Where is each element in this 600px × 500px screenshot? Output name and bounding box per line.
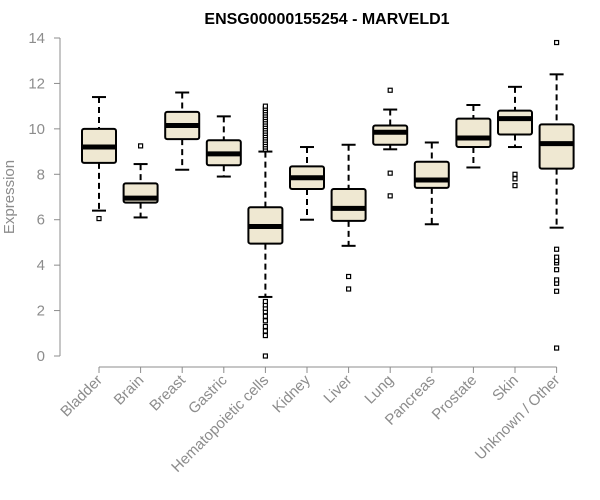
y-tick-label: 4 [37, 257, 45, 274]
outlier-point [262, 332, 268, 339]
box-prostate [455, 104, 492, 169]
outlier-point [262, 298, 268, 305]
y-tick-label: 0 [37, 348, 45, 365]
outlier-point [553, 246, 560, 252]
outlier-point [553, 277, 560, 283]
box-hematopoietic-cells [247, 103, 284, 359]
box-iqr [455, 117, 492, 149]
box-kidney [289, 146, 325, 221]
y-tick-label: 12 [28, 75, 45, 92]
y-tick-label: 2 [37, 303, 45, 320]
y-tick-label: 10 [28, 121, 45, 138]
y-tick-label: 14 [28, 30, 45, 47]
x-tick-label: Breast [146, 371, 189, 414]
box-lung [372, 87, 409, 199]
box-liver [330, 143, 367, 292]
x-tick-label: Bladder [57, 372, 106, 421]
outlier-point [138, 143, 144, 149]
x-tick-label: Brain [111, 372, 148, 409]
box-breast [164, 91, 201, 171]
y-tick-label: 6 [37, 212, 45, 229]
outlier-point [262, 103, 268, 109]
chart-title: ENSG00000155254 - MARVELD1 [204, 11, 449, 28]
box-bladder [81, 96, 117, 222]
box-iqr [413, 160, 450, 189]
x-tick-label: Prostate [429, 372, 481, 424]
outlier-point [553, 345, 560, 351]
x-tick-label: Liver [320, 372, 355, 407]
outlier-point [387, 170, 393, 176]
box-pancreas [413, 141, 450, 226]
x-tick-label: Kidney [269, 371, 314, 416]
box-unknown-other [538, 39, 575, 351]
outlier-point [387, 87, 393, 93]
outlier-point [346, 286, 352, 292]
box-brain [122, 143, 159, 219]
x-tick-label: Lung [361, 372, 397, 408]
outlier-point [262, 328, 268, 334]
outlier-point [262, 318, 268, 324]
plot-area [81, 39, 575, 359]
outlier-point [553, 39, 560, 46]
box-gastric [205, 115, 242, 178]
outlier-point [553, 254, 560, 260]
outlier-point [512, 176, 518, 182]
box-iqr [330, 188, 367, 222]
y-axis-label: Expression [1, 160, 18, 234]
x-tick-label: Skin [489, 372, 522, 405]
outlier-point [553, 267, 560, 273]
outlier-point [512, 171, 518, 177]
box-skin [497, 85, 533, 189]
y-tick-label: 8 [37, 166, 45, 183]
outlier-point [346, 273, 352, 280]
outlier-point [96, 215, 102, 222]
outlier-point [262, 353, 268, 359]
box-iqr [497, 109, 533, 136]
outlier-point [512, 183, 518, 189]
box-iqr [372, 124, 409, 146]
outlier-point [262, 313, 268, 319]
outlier-point [387, 193, 393, 199]
outlier-point [262, 323, 268, 330]
box-iqr [538, 123, 575, 170]
outlier-point [553, 288, 560, 294]
